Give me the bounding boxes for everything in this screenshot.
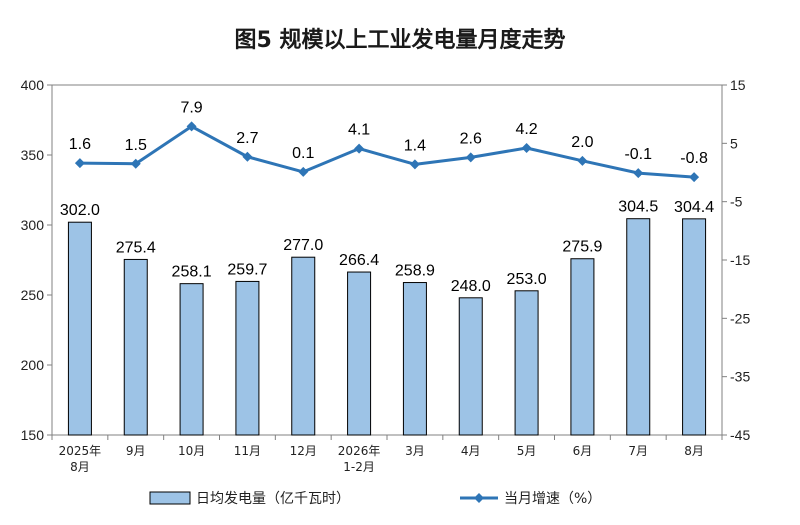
x-tick-label: 7月: [628, 444, 648, 458]
line-value-label: 4.2: [515, 121, 537, 138]
bar-value-label: 258.9: [395, 263, 435, 280]
line-value-label: 4.1: [348, 122, 370, 139]
left-tick-label: 350: [21, 147, 45, 163]
bar: [402, 282, 427, 436]
right-tick-label: -5: [730, 194, 743, 210]
x-tick-label: 3月: [405, 444, 425, 458]
line-value-label: 2.6: [460, 130, 482, 147]
legend-line-label: 当月增速（%）: [504, 491, 601, 507]
line-point: [186, 121, 197, 132]
right-tick-label: -25: [730, 310, 750, 326]
right-tick-label: -35: [730, 369, 750, 385]
bar-value-label: 266.4: [339, 252, 379, 269]
line-point: [465, 152, 476, 163]
legend-bar-swatch: [149, 491, 191, 505]
labels-layer: 302.0 275.4 258.1 259.7 277.0 266.4 258.9 248.0…: [60, 99, 714, 294]
line-value-label: 2.7: [236, 130, 258, 147]
line-point: [242, 151, 253, 162]
bar: [291, 256, 316, 436]
axes-layer: 150 200 250 300 350 400 -45 -35 -25 -15 -5 5 15 2025年…: [21, 77, 751, 474]
line-point: [74, 158, 85, 169]
x-tick-label: 10月: [178, 444, 205, 458]
line-value-label: 7.9: [180, 99, 202, 116]
legend-line-marker: [474, 493, 484, 503]
line-layer: [74, 121, 700, 183]
bar: [235, 280, 260, 436]
bar: [179, 283, 204, 436]
line-value-label: 1.6: [69, 136, 91, 153]
bar: [626, 218, 651, 436]
x-tick-label: 6月: [573, 444, 593, 458]
left-tick-label: 250: [21, 287, 45, 303]
bar-value-label: 253.0: [507, 271, 547, 288]
legend: 日均发电量（亿千瓦时） 当月增速（%）: [149, 491, 601, 507]
left-tick-label: 150: [21, 427, 45, 443]
bar-value-label: 248.0: [451, 278, 491, 295]
x-tick-label: 2025年 8月: [59, 444, 102, 474]
growth-line: [79, 124, 695, 179]
left-tick-label: 400: [21, 77, 45, 93]
x-tick-label: 12月: [290, 444, 317, 458]
left-tick-label: 200: [21, 357, 45, 373]
bar-value-label: 304.5: [618, 199, 658, 216]
x-tick-label: 5月: [517, 444, 537, 458]
bar-value-label: 304.4: [674, 199, 714, 216]
bar: [514, 290, 539, 436]
bar: [570, 258, 595, 436]
bar-value-label: 275.9: [562, 239, 602, 256]
bars-layer: [67, 218, 707, 436]
line-point: [130, 158, 141, 169]
left-tick-label: 300: [21, 217, 45, 233]
right-tick-label: 5: [730, 135, 738, 151]
bar-value-label: 275.4: [116, 239, 156, 256]
line-point: [689, 172, 700, 183]
bar: [347, 271, 372, 436]
x-tick-label: 11月: [234, 444, 261, 458]
bar-value-label: 259.7: [227, 261, 267, 278]
x-tick-label: 2026年 1-2月: [338, 444, 381, 474]
bar: [682, 218, 707, 436]
line-point: [521, 143, 532, 153]
line-point: [409, 159, 420, 170]
line-point: [354, 143, 365, 154]
bar-value-label: 258.1: [172, 264, 212, 281]
line-point: [577, 155, 588, 166]
bar: [67, 221, 92, 436]
bar: [458, 297, 483, 436]
right-tick-label: -15: [730, 252, 750, 268]
legend-bar-label: 日均发电量（亿千瓦时）: [196, 491, 350, 507]
line-point: [633, 168, 644, 179]
bar-value-label: 277.0: [283, 237, 323, 254]
line-point: [298, 166, 309, 177]
chart-title: 图5 规模以上工业发电量月度走势: [234, 28, 566, 53]
x-tick-label: 9月: [126, 444, 146, 458]
bar: [123, 258, 148, 436]
right-tick-label: -45: [730, 427, 750, 443]
bar-value-label: 302.0: [60, 202, 100, 219]
line-value-label: 2.0: [571, 134, 593, 151]
right-tick-label: 15: [730, 77, 746, 93]
line-value-label: 1.5: [125, 137, 147, 154]
x-tick-label: 8月: [684, 444, 704, 458]
x-tick-label: 4月: [461, 444, 481, 458]
line-value-label: -0.8: [680, 150, 708, 167]
line-value-label: -0.1: [624, 146, 652, 163]
line-value-label: 0.1: [292, 145, 314, 162]
line-value-label: 1.4: [404, 137, 426, 154]
